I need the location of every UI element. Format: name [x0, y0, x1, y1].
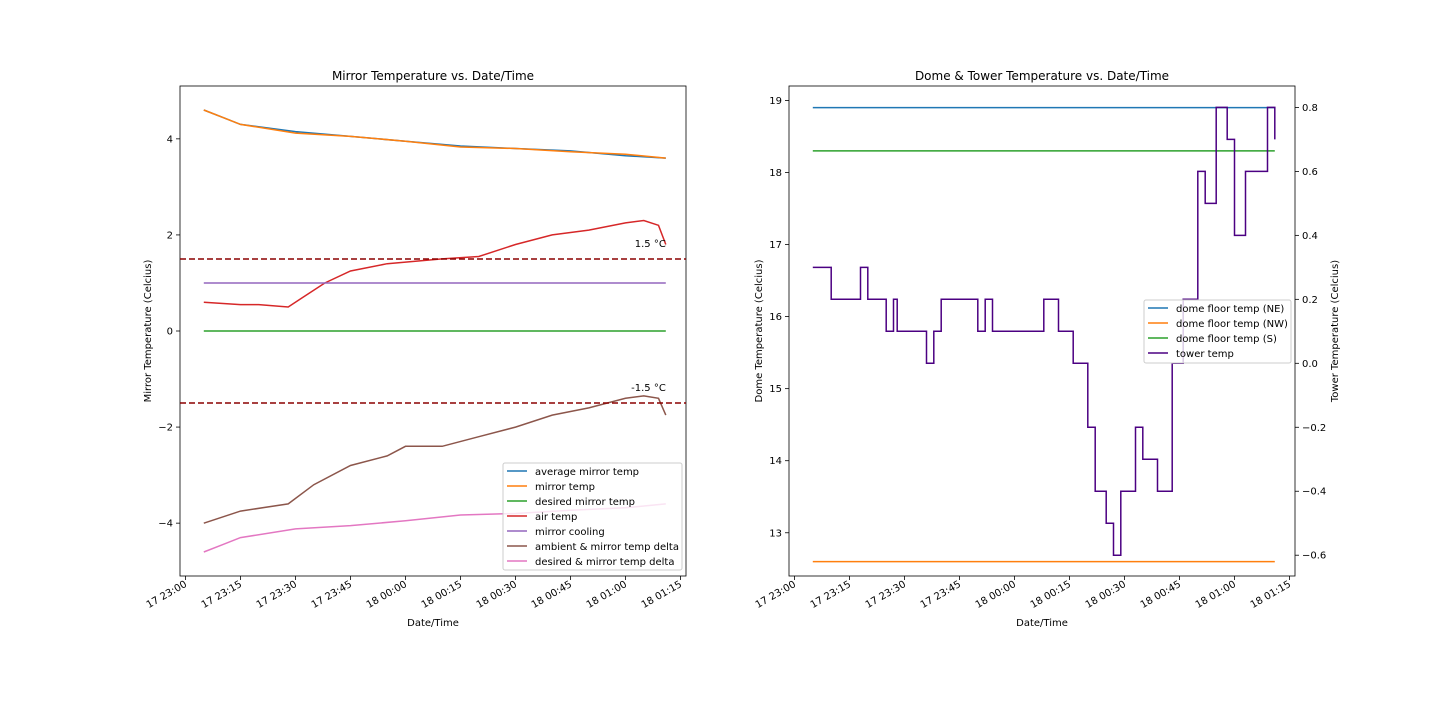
right-y-tick-label: 0.4 — [1302, 231, 1318, 242]
reference-line-label: 1.5 °C — [635, 239, 666, 250]
y-tick-label: −2 — [158, 423, 173, 434]
y-tick-label: 14 — [769, 456, 782, 467]
legend-label: ambient & mirror temp delta — [535, 542, 679, 553]
mirror-temperature-chart: Mirror Temperature vs. Date/Time Date/Ti… — [143, 69, 687, 629]
y-axis-label: Dome Temperature (Celcius) — [754, 259, 765, 402]
legend-label: tower temp — [1176, 349, 1234, 360]
right-y-tick-label: 0.2 — [1302, 295, 1318, 306]
legend-label: mirror temp — [535, 482, 595, 493]
y-tick-label: 4 — [167, 134, 173, 145]
right-y-tick-label: 0.6 — [1302, 167, 1318, 178]
legend: average mirror temp mirror temp desired … — [502, 462, 683, 571]
right-y-tick-label: −0.4 — [1302, 487, 1326, 498]
legend-label: desired mirror temp — [535, 497, 635, 508]
chart-title: Mirror Temperature vs. Date/Time — [332, 69, 534, 83]
annotations: 1.5 °C -1.5 °C — [180, 239, 686, 404]
chart-title: Dome & Tower Temperature vs. Date/Time — [915, 69, 1169, 83]
y-tick-label: 15 — [769, 384, 782, 395]
right-y-tick-label: 0.8 — [1302, 103, 1318, 114]
right-y-tick-label: 0.0 — [1302, 359, 1318, 370]
reference-line-label: -1.5 °C — [631, 383, 666, 394]
y-axis-label: Mirror Temperature (Celcius) — [143, 260, 154, 403]
y-tick-label: 18 — [769, 168, 782, 179]
series-line-ambient-mirror-temp-delta — [203, 395, 667, 524]
y-tick-label: 19 — [769, 96, 782, 107]
right-y-tick-label: −0.6 — [1302, 551, 1326, 562]
legend-label: air temp — [535, 512, 577, 523]
dome-tower-temperature-chart: Dome & Tower Temperature vs. Date/Time D… — [754, 69, 1341, 629]
legend-label: dome floor temp (S) — [1176, 334, 1277, 345]
series-line-mirror-temp — [203, 109, 666, 159]
legend-label: dome floor temp (NE) — [1176, 304, 1284, 315]
legend-label: mirror cooling — [535, 527, 605, 538]
legend-label: average mirror temp — [535, 467, 639, 478]
legend-label: dome floor temp (NW) — [1176, 319, 1288, 330]
legend-label: desired & mirror temp delta — [535, 557, 674, 568]
legend: dome floor temp (NE) dome floor temp (NW… — [1143, 299, 1292, 364]
y-tick-label: 17 — [769, 240, 782, 251]
plot-frame — [788, 85, 1296, 577]
series-line-tower-temp — [812, 106, 1276, 556]
x-axis-label: Date/Time — [407, 618, 459, 629]
plot-area — [812, 106, 1276, 563]
legend-box — [502, 462, 683, 571]
x-axis-label: Date/Time — [1016, 618, 1068, 629]
y-tick-label: 0 — [167, 327, 173, 338]
y-tick-label: −4 — [158, 519, 173, 530]
legend-box — [1143, 299, 1292, 364]
y-tick-label: 2 — [167, 230, 173, 241]
right-y-axis-label: Tower Temperature (Celcius) — [1330, 260, 1341, 403]
y-tick-label: 13 — [769, 528, 782, 539]
right-y-tick-label: −0.2 — [1302, 423, 1326, 434]
y-tick-label: 16 — [769, 312, 782, 323]
